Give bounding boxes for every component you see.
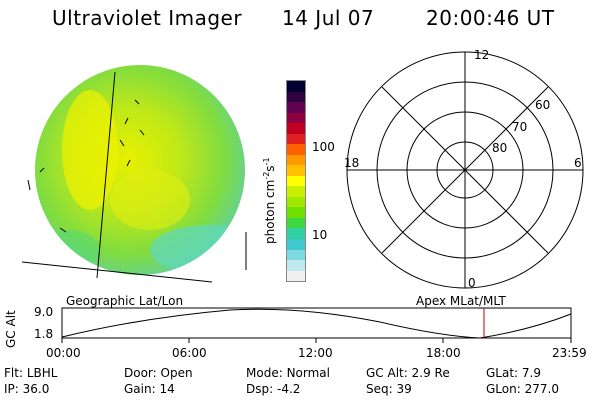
status-dsp: Dsp: -4.2: [246, 382, 301, 396]
polar-ring-70: 70: [512, 120, 528, 134]
polar-label-left: 18: [344, 156, 360, 170]
colorbar-tick-10: 10: [312, 228, 328, 242]
colorbar-segment: [287, 123, 305, 134]
colorbar-segment: [287, 217, 305, 229]
colorbar-tick-100: 100: [312, 140, 335, 154]
xtick-1: 06:00: [172, 346, 207, 360]
xtick-3: 18:00: [426, 346, 461, 360]
status-gc-alt: GC Alt: 2.9 Re: [366, 366, 450, 380]
polar-label-bottom: 0: [468, 276, 476, 290]
colorbar-segment: [287, 81, 305, 92]
polar-label-top: 12: [474, 48, 490, 62]
colorbar-segment: [287, 186, 305, 197]
status-mode: Mode: Normal: [246, 366, 330, 380]
colorbar-segment: [287, 102, 305, 113]
colorbar-segment: [287, 112, 305, 124]
time-label: 20:00:46 UT: [426, 6, 555, 30]
status-flt: Flt: LBHL: [4, 366, 58, 380]
date-label: 14 Jul 07: [282, 6, 375, 30]
xtick-2: 12:00: [298, 346, 333, 360]
colorbar-segment: [287, 91, 305, 103]
panel-ymin: 1.8: [34, 327, 54, 341]
panel-right-label: Apex MLat/MLT: [416, 294, 506, 308]
colorbar-segment: [287, 154, 305, 166]
polar-label-right: 6: [574, 156, 582, 170]
polar-ring-60: 60: [535, 98, 551, 112]
status-glon: GLon: 277.0: [486, 382, 559, 396]
status-glat: GLat: 7.9: [486, 366, 542, 380]
colorbar-segment: [287, 228, 305, 239]
colorbar-segment: [287, 165, 305, 176]
colorbar-segment: [287, 196, 305, 208]
status-door: Door: Open: [124, 366, 193, 380]
panel-ymax: 9.0: [34, 305, 54, 319]
status-ip: IP: 36.0: [4, 382, 50, 396]
colorbar-segment: [287, 133, 305, 145]
colorbar-segment: [287, 270, 305, 282]
xtick-4: 23:59: [552, 346, 587, 360]
colorbar-segment: [287, 260, 305, 271]
status-gain: Gain: 14: [124, 382, 175, 396]
colorbar-segment: [287, 207, 305, 218]
xtick-0: 00:00: [46, 346, 81, 360]
colorbar: [286, 80, 306, 282]
instrument-title: Ultraviolet Imager: [52, 6, 243, 30]
colorbar-segment: [287, 249, 305, 261]
polar-ring-80: 80: [492, 141, 508, 155]
colorbar-segment: [287, 144, 305, 155]
status-seq: Seq: 39: [366, 382, 412, 396]
panel-left-label: Geographic Lat/Lon: [66, 294, 184, 308]
colorbar-segment: [287, 238, 305, 250]
colorbar-segment: [287, 175, 305, 187]
